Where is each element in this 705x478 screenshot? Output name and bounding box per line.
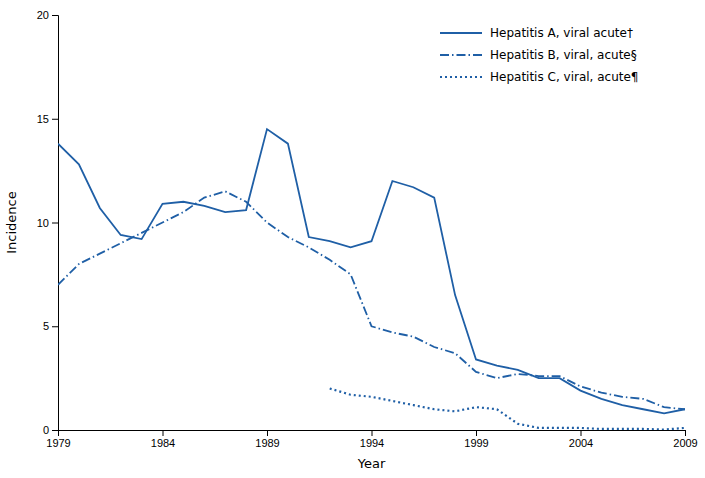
tick: 1999 [464,430,488,449]
tick-label: 5 [43,320,49,332]
tick-label: 15 [37,113,49,125]
y-axis-line [52,16,59,431]
y-axis: 0 5 10 15 20 [37,9,59,436]
tick: 20 [37,9,58,21]
tick: 15 [37,113,58,125]
tick-mark [581,430,582,436]
legend-swatch [440,76,482,78]
tick: 1994 [360,430,384,449]
legend-entry: Hepatitis B, viral, acute§ [440,48,637,62]
tick-mark [52,15,58,16]
tick-mark [163,430,164,436]
tick-label: 1999 [464,437,488,449]
tick-label: 1984 [151,437,175,449]
tick-mark [685,430,686,436]
tick: 10 [37,217,58,229]
tick-mark [52,430,58,431]
tick: 1979 [46,430,70,449]
tick-label: 1994 [360,437,384,449]
tick-label: 20 [37,9,49,21]
tick-label: 1989 [255,437,279,449]
tick-label: 1979 [46,437,70,449]
legend-entry: Hepatitis C, viral, acute¶ [440,70,639,84]
tick-mark [52,326,58,327]
tick: 5 [43,320,58,332]
plot: 1979 1984 1989 1994 1999 2004 2009 0 5 10 15 20 Hepa… [37,9,698,449]
chart: 1979 1984 1989 1994 1999 2004 2009 0 5 10 15 20 Hepa… [0,0,705,478]
tick: 1989 [255,430,279,449]
tick-mark [52,223,58,224]
tick: 2004 [569,430,593,449]
tick-label: 10 [37,217,49,229]
tick: 1984 [151,430,175,449]
legend-label: Hepatitis B, viral, acute§ [490,48,637,62]
tick-mark [476,430,477,436]
legend: Hepatitis A, viral acute† Hepatitis B, vi… [440,26,639,84]
series-line [330,389,685,430]
series-line [58,129,685,413]
tick-mark [267,430,268,436]
legend-label: Hepatitis A, viral acute† [490,26,633,40]
tick-mark [52,119,58,120]
tick: 2009 [673,430,697,449]
x-axis: 1979 1984 1989 1994 1999 2004 2009 [46,430,697,449]
legend-swatch [440,54,482,56]
tick-mark [372,430,373,436]
lines [58,129,685,429]
x-axis-line [59,431,686,437]
series-line [58,191,685,409]
tick-label: 0 [43,424,49,436]
tick-label: 2009 [673,437,697,449]
legend-label: Hepatitis C, viral, acute¶ [490,70,639,84]
legend-swatch [440,32,482,34]
tick-label: 2004 [569,437,593,449]
y-axis-title: Incidence [4,191,19,253]
tick: 0 [43,424,58,436]
x-axis-title: Year [357,456,386,471]
legend-entry: Hepatitis A, viral acute† [440,26,633,40]
